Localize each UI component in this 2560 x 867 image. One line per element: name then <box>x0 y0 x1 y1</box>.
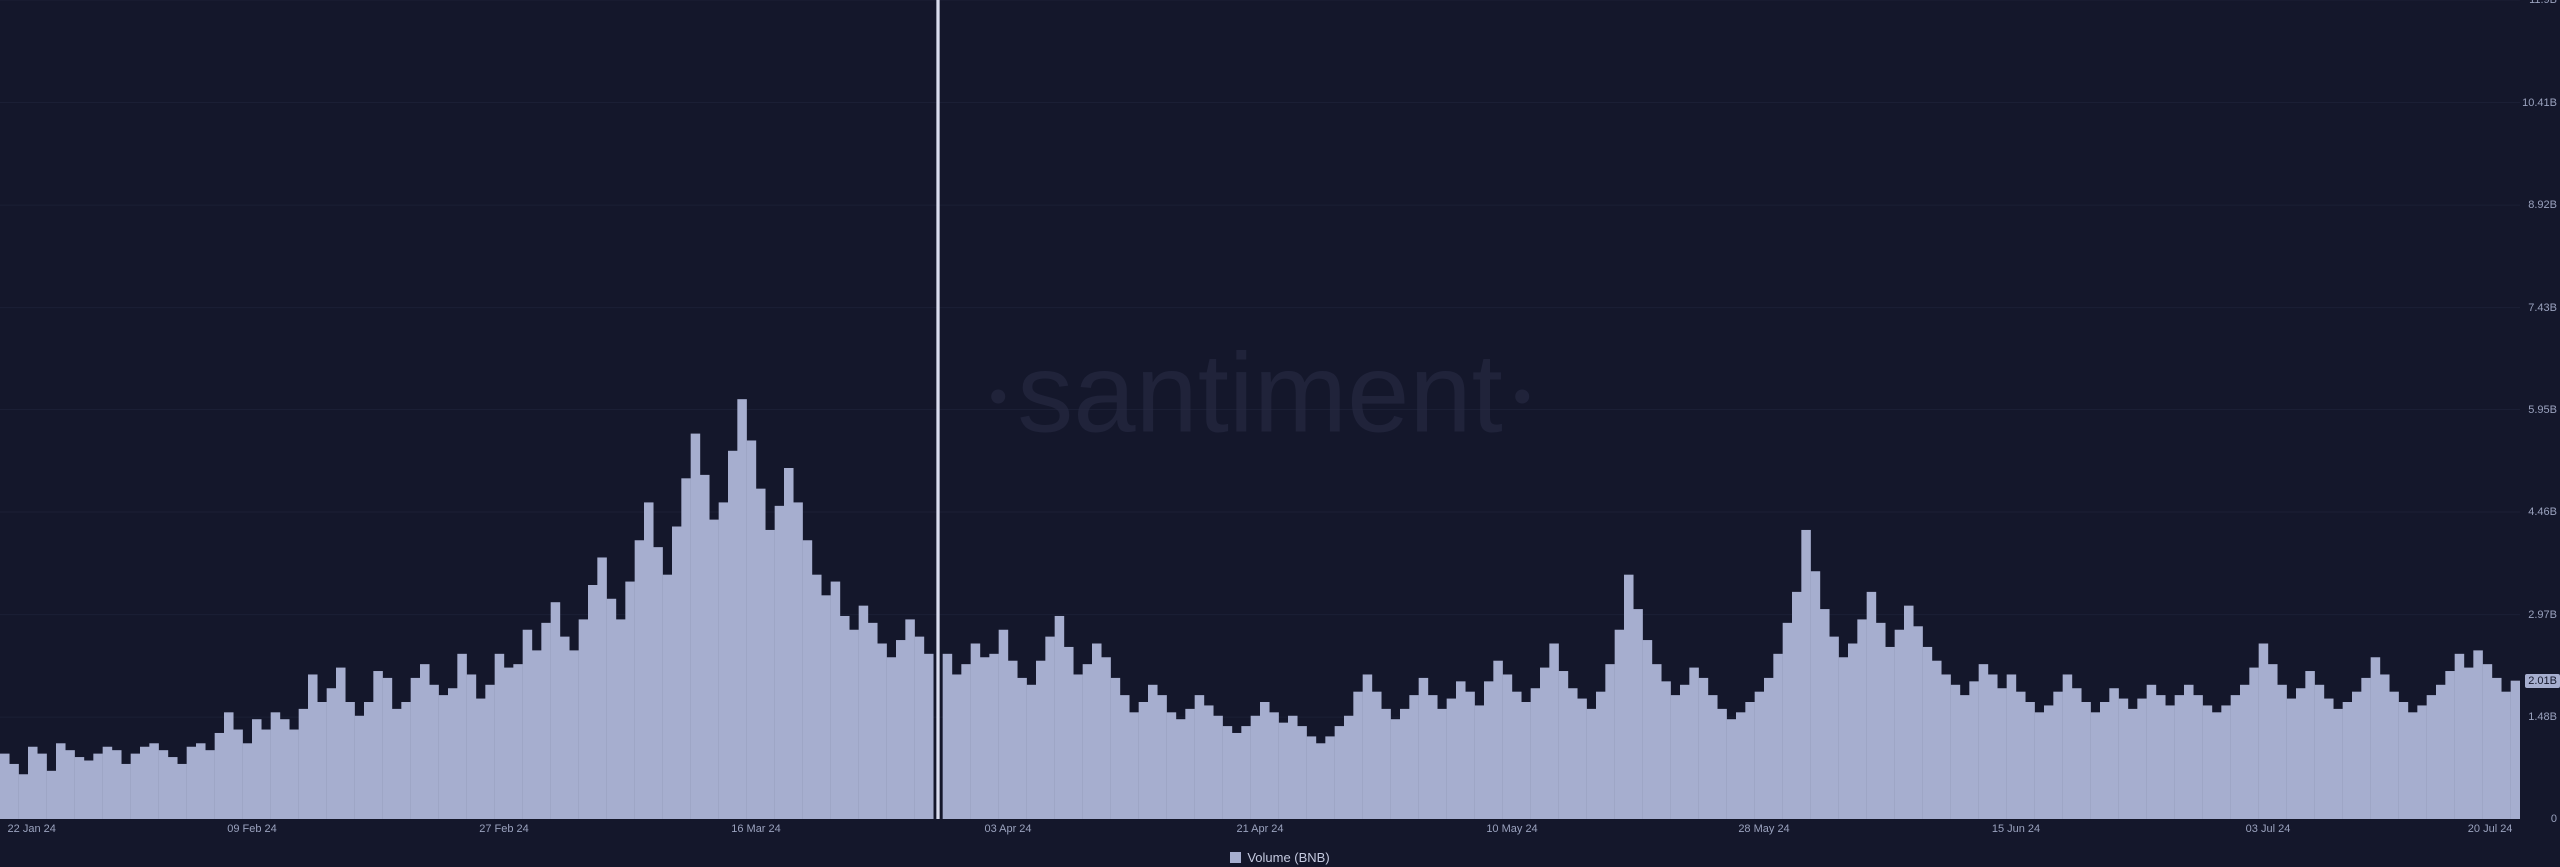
x-tick-label: 09 Feb 24 <box>227 823 277 835</box>
x-tick-label: 21 Apr 24 <box>1236 823 1283 835</box>
y-tick-label: 4.46B <box>2528 506 2557 518</box>
x-tick-label: 15 Jun 24 <box>1992 823 2040 835</box>
y-tick-label: 7.43B <box>2528 302 2557 314</box>
x-tick-label: 03 Apr 24 <box>984 823 1031 835</box>
x-tick-label: 03 Jul 24 <box>2246 823 2291 835</box>
x-tick-label: 10 May 24 <box>1486 823 1537 835</box>
y-current-marker: 2.01B <box>2525 674 2560 688</box>
y-tick-label: 8.92B <box>2528 199 2557 211</box>
y-tick-label: 5.95B <box>2528 404 2557 416</box>
y-axis: 11.9B 10.41B 8.92B 7.43B 5.95B 4.46B 2.97B 1.48… <box>2520 0 2560 819</box>
x-tick-label: 16 Mar 24 <box>731 823 781 835</box>
x-axis: 22 Jan 24 09 Feb 24 27 Feb 24 16 Mar 24 03 A… <box>0 823 2520 839</box>
x-tick-label: 20 Jul 24 <box>2468 823 2513 835</box>
x-tick-label: 22 Jan 24 <box>8 823 56 835</box>
x-tick-label: 27 Feb 24 <box>479 823 529 835</box>
y-tick-label: 10.41B <box>2522 97 2557 109</box>
bars-svg <box>0 0 2520 819</box>
x-tick-label: 28 May 24 <box>1738 823 1789 835</box>
y-tick-label: 2.97B <box>2528 609 2557 621</box>
legend-label: Volume (BNB) <box>1247 850 1329 865</box>
y-tick-label: 11.9B <box>2529 0 2557 6</box>
legend-swatch <box>1230 852 1241 863</box>
plot-area[interactable]: santiment <box>0 0 2520 819</box>
y-tick-label: 1.48B <box>2528 711 2557 723</box>
y-tick-label: 0 <box>2551 813 2557 825</box>
volume-chart: santiment 11.9B 10.41B 8.92B 7.43B 5.95B 4.46… <box>0 0 2560 867</box>
legend: Volume (BNB) <box>0 850 2560 865</box>
